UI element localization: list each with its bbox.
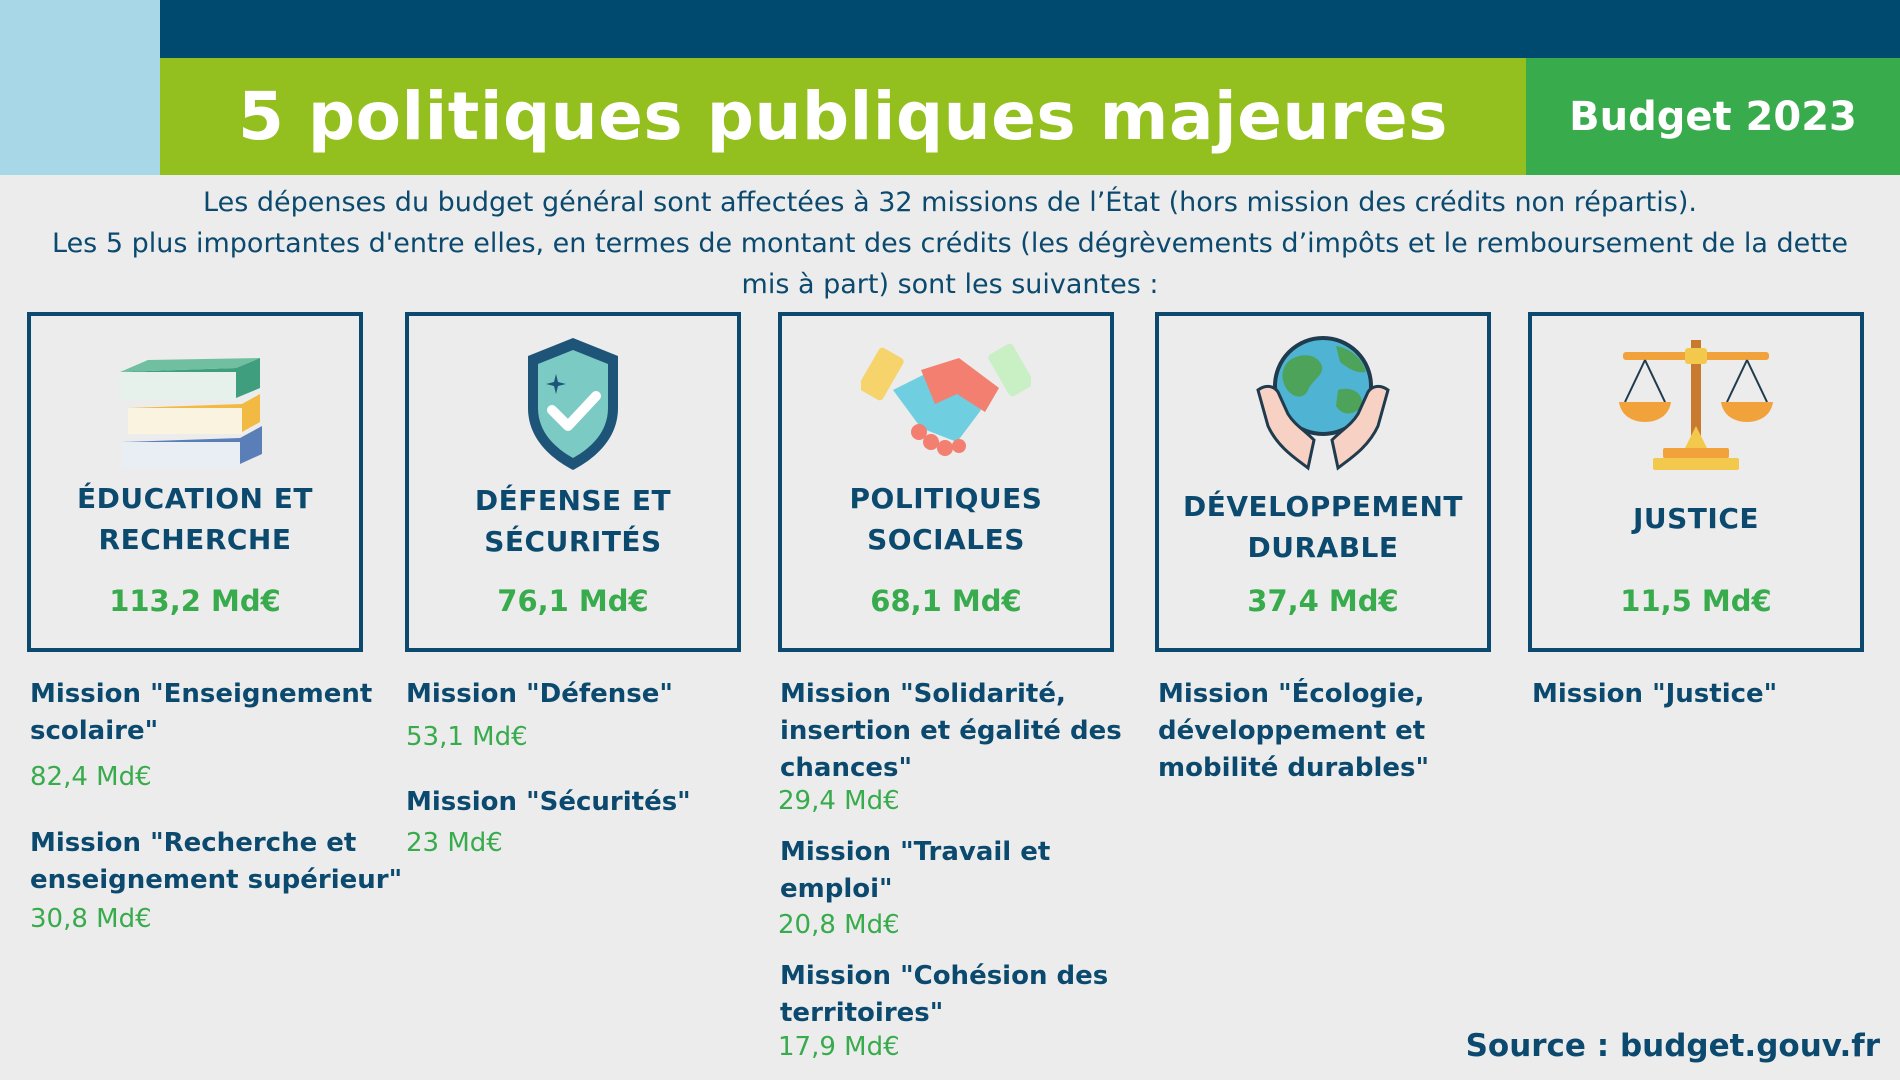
shield-icon [528,338,618,470]
mission-amount: 29,4 Md€ [778,786,900,816]
intro-text: Les dépenses du budget général sont affe… [40,182,1860,305]
mission-label-line-3: chances" [780,753,913,783]
title-bar: 5 politiques publiques majeures [160,58,1526,175]
scales-icon [1619,340,1773,470]
mission-label: Mission "Recherche et enseignement supér… [30,825,402,899]
intro-line-1: Les dépenses du budget général sont affe… [203,187,1697,218]
mission-label: Mission "Solidarité, insertion et égalit… [780,676,1122,787]
source-note: Source : budget.gouv.fr [1465,1028,1880,1064]
policy-name-line-1: POLITIQUES [849,482,1043,515]
year-label: Budget 2023 [1569,93,1857,140]
globe-hands-icon [1256,336,1390,471]
intro-line-2: Les 5 plus importantes d'entre elles, en… [52,228,1848,300]
mission-label-line-1: Mission "Solidarité, [780,679,1066,709]
policy-card-justice: JUSTICE 11,5 Md€ [1528,312,1864,652]
corner-accent [0,0,160,175]
mission-amount: 17,9 Md€ [778,1032,900,1062]
mission-label-line-2: insertion et égalité des [780,716,1122,746]
mission-label: Mission "Justice" [1532,676,1777,713]
mission-label-line-1: Mission "Défense" [406,679,673,709]
policy-name-line-1: DÉVELOPPEMENT [1182,490,1463,523]
books-icon [120,358,262,468]
mission-label-line-1: Mission "Enseignement [30,679,373,709]
mission-label: Mission "Sécurités" [406,784,691,821]
handshake-icon [861,343,1031,456]
mission-amount: 82,4 Md€ [30,762,152,792]
policy-card-education: ÉDUCATION ET RECHERCHE 113,2 Md€ [27,312,363,652]
mission-label-line-1: Mission "Travail et [780,837,1051,867]
mission-amount: 30,8 Md€ [30,904,152,934]
mission-label-line-1: Mission "Recherche et [30,828,357,858]
policy-card-defense: DÉFENSE ET SÉCURITÉS 76,1 Md€ [405,312,741,652]
policy-amount: 68,1 Md€ [870,584,1022,618]
mission-amount: 23 Md€ [406,828,503,858]
policy-amount: 11,5 Md€ [1620,584,1772,618]
policy-name-line-1: DÉFENSE ET [474,484,672,517]
policy-card-sustainable: DÉVELOPPEMENT DURABLE 37,4 Md€ [1155,312,1491,652]
policy-amount: 113,2 Md€ [109,584,281,618]
policy-card-social: POLITIQUES SOCIALES 68,1 Md€ [778,312,1114,652]
mission-label: Mission "Enseignement scolaire" [30,676,372,750]
mission-label-line-2: emploi" [780,874,893,904]
mission-label-line-2: territoires" [780,998,944,1028]
mission-label-line-1: Mission "Écologie, [1158,679,1425,709]
year-badge: Budget 2023 [1526,58,1900,175]
mission-label: Mission "Défense" [406,676,673,713]
policy-name-line-2: SOCIALES [867,523,1025,556]
mission-label: Mission "Écologie, développement et mobi… [1158,676,1429,787]
policy-name-line-2: DURABLE [1247,531,1399,564]
mission-label: Mission "Cohésion des territoires" [780,958,1108,1032]
mission-label-line-1: Mission "Justice" [1532,679,1778,709]
policy-amount: 76,1 Md€ [497,584,649,618]
mission-label-line-1: Mission "Cohésion des [780,961,1109,991]
policy-name-line-1: JUSTICE [1632,502,1759,535]
mission-label-line-3: mobilité durables" [1158,753,1430,783]
policy-name-line-1: ÉDUCATION ET [77,482,313,515]
policy-name-line-2: RECHERCHE [98,523,292,556]
top-banner [160,0,1900,58]
mission-label-line-2: enseignement supérieur" [30,865,403,895]
page-title: 5 politiques publiques majeures [238,78,1448,155]
policy-amount: 37,4 Md€ [1247,584,1399,618]
policy-name-line-2: SÉCURITÉS [484,525,662,558]
mission-label: Mission "Travail et emploi" [780,834,1050,908]
mission-label-line-2: scolaire" [30,716,159,746]
mission-label-line-1: Mission "Sécurités" [406,787,691,817]
mission-amount: 20,8 Md€ [778,910,900,940]
mission-amount: 53,1 Md€ [406,722,528,752]
mission-label-line-2: développement et [1158,716,1426,746]
